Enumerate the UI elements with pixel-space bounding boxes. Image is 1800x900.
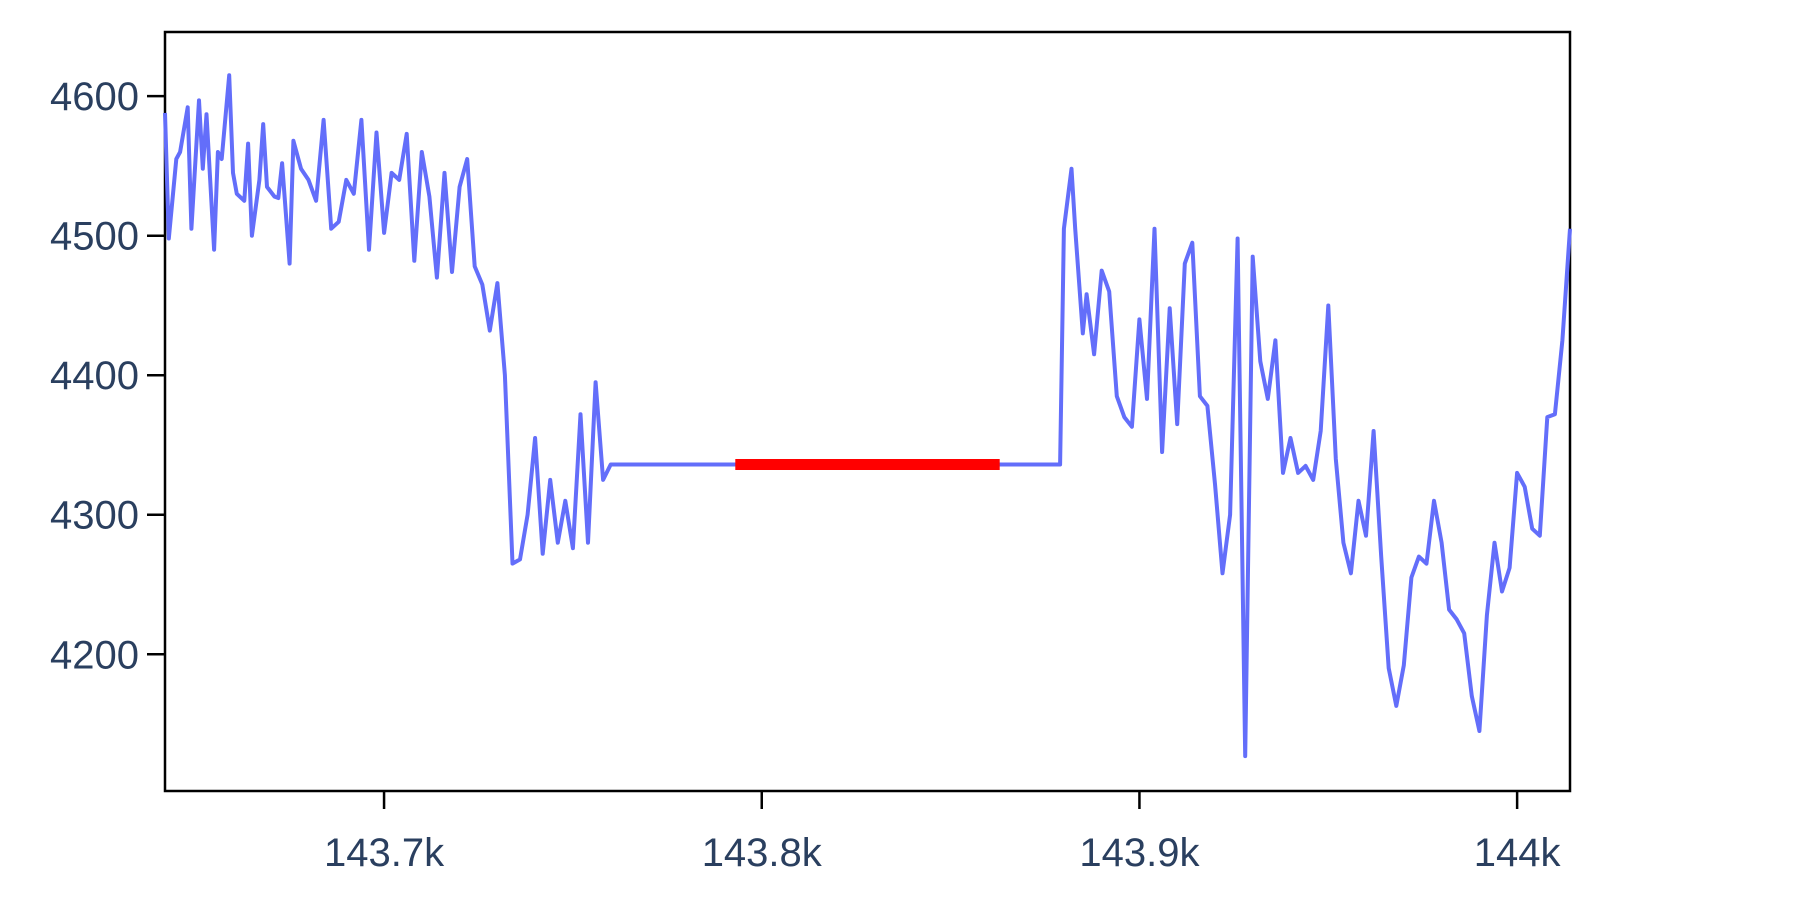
axis-ticks: 143.7k 143.8k 143.9k 144k 4200 4300 4400 4500 46… — [50, 75, 1561, 875]
y-tick-label: 4500 — [50, 215, 139, 259]
x-tick-label: 143.7k — [324, 831, 445, 875]
y-tick-label: 4200 — [50, 633, 139, 677]
x-tick-label: 143.8k — [702, 831, 823, 875]
y-tick-label: 4400 — [50, 354, 139, 398]
x-tick-label: 144k — [1474, 831, 1562, 875]
y-tick-label: 4600 — [50, 75, 139, 119]
plot-area-frame — [163, 30, 1572, 793]
series-lines — [163, 73, 1572, 759]
x-tick-label: 143.9k — [1079, 831, 1200, 875]
y-tick-label: 4300 — [50, 494, 139, 538]
